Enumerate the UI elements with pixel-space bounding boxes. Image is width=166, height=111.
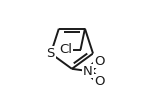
Text: O: O [94,55,104,68]
Text: S: S [47,47,55,60]
Text: Cl: Cl [60,43,73,56]
Text: N: N [83,64,93,78]
Text: O: O [94,74,104,88]
